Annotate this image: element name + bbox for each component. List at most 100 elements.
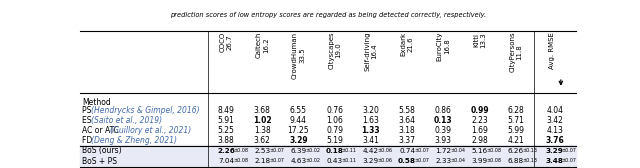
Text: ±0.07: ±0.07: [269, 158, 284, 163]
Text: 5.99: 5.99: [508, 126, 524, 135]
Text: 9.44: 9.44: [290, 116, 307, 125]
Text: 3.62: 3.62: [254, 136, 271, 145]
Text: 2.98: 2.98: [471, 136, 488, 145]
Text: 3.29: 3.29: [289, 136, 308, 145]
Text: 6.88: 6.88: [508, 158, 524, 164]
Text: 3.99: 3.99: [472, 158, 488, 164]
Text: 3.88: 3.88: [218, 136, 234, 145]
Text: ±0.08: ±0.08: [233, 158, 248, 163]
Text: 0.79: 0.79: [326, 126, 343, 135]
Text: ±0.07: ±0.07: [414, 148, 429, 153]
Text: 3.76: 3.76: [545, 136, 564, 145]
Text: (Guillory et al., 2021): (Guillory et al., 2021): [110, 126, 191, 135]
Text: 3.29: 3.29: [363, 158, 379, 164]
Text: 1.38: 1.38: [254, 126, 271, 135]
Text: 4.21: 4.21: [508, 136, 524, 145]
Text: 3.41: 3.41: [362, 136, 380, 145]
Text: ±0.07: ±0.07: [269, 148, 284, 153]
Text: 6.28: 6.28: [508, 106, 524, 115]
Text: ±0.07: ±0.07: [562, 158, 577, 163]
Text: Kitti
13.3: Kitti 13.3: [473, 32, 486, 48]
Text: 5.71: 5.71: [508, 116, 524, 125]
Text: 1.72: 1.72: [435, 148, 451, 154]
Bar: [80, 156, 576, 167]
Text: prediction scores of low entropy scores are regarded as being detected correctly: prediction scores of low entropy scores …: [170, 11, 486, 18]
Text: 3.42: 3.42: [547, 116, 563, 125]
Text: 3.93: 3.93: [435, 136, 452, 145]
Text: CrowdHuman
33.5: CrowdHuman 33.5: [292, 32, 305, 79]
Text: AC or ATC: AC or ATC: [83, 126, 122, 135]
Text: 3.68: 3.68: [254, 106, 271, 115]
Text: 0.99: 0.99: [470, 106, 489, 115]
Text: 2.18: 2.18: [254, 158, 270, 164]
Text: 5.58: 5.58: [399, 106, 415, 115]
Text: (Hendrycks & Gimpel, 2016): (Hendrycks & Gimpel, 2016): [91, 106, 199, 115]
Text: COCO
26.7: COCO 26.7: [220, 32, 232, 52]
Text: 0.43: 0.43: [326, 158, 343, 164]
Text: ±0.02: ±0.02: [305, 158, 321, 163]
Text: 4.42: 4.42: [363, 148, 379, 154]
Text: 5.25: 5.25: [218, 126, 234, 135]
Text: 1.69: 1.69: [471, 126, 488, 135]
Text: 1.02: 1.02: [253, 116, 271, 125]
Text: ±0.04: ±0.04: [451, 158, 465, 163]
Text: 8.49: 8.49: [218, 106, 234, 115]
Text: ±0.08: ±0.08: [486, 158, 502, 163]
Text: 1.06: 1.06: [326, 116, 343, 125]
Text: ±0.06: ±0.06: [378, 158, 393, 163]
Text: ±0.06: ±0.06: [378, 148, 393, 153]
Text: ±0.08: ±0.08: [486, 148, 502, 153]
Text: 3.37: 3.37: [399, 136, 415, 145]
Text: 1.33: 1.33: [362, 126, 380, 135]
Text: (Saito et al., 2019): (Saito et al., 2019): [91, 116, 162, 125]
Text: Cityscapes
19.0: Cityscapes 19.0: [328, 32, 341, 69]
Text: 1.63: 1.63: [362, 116, 380, 125]
Text: ±0.13: ±0.13: [523, 158, 538, 163]
Text: 3.18: 3.18: [399, 126, 415, 135]
Text: 2.33: 2.33: [435, 158, 451, 164]
Text: 5.91: 5.91: [218, 116, 234, 125]
Bar: [80, 145, 576, 156]
Text: FD: FD: [83, 136, 95, 145]
Text: 3.20: 3.20: [362, 106, 380, 115]
Text: ES: ES: [83, 116, 94, 125]
Text: 2.26: 2.26: [217, 148, 235, 154]
Text: 6.55: 6.55: [290, 106, 307, 115]
Text: ±0.08: ±0.08: [233, 148, 248, 153]
Text: 0.18: 0.18: [326, 148, 344, 154]
Text: 2.23: 2.23: [471, 116, 488, 125]
Text: 0.76: 0.76: [326, 106, 343, 115]
Text: 0.86: 0.86: [435, 106, 452, 115]
Text: Method: Method: [83, 98, 111, 107]
Text: ±0.02: ±0.02: [305, 148, 321, 153]
Text: 3.48: 3.48: [546, 158, 564, 164]
Text: ±0.07: ±0.07: [414, 158, 429, 163]
Text: 6.26: 6.26: [508, 148, 524, 154]
Text: Exdark
21.6: Exdark 21.6: [401, 32, 413, 56]
Text: 4.13: 4.13: [547, 126, 563, 135]
Text: 3.29: 3.29: [546, 148, 564, 154]
Text: 6.39: 6.39: [291, 148, 307, 154]
Text: ±0.07: ±0.07: [562, 148, 577, 153]
Text: Avg. RMSE: Avg. RMSE: [550, 32, 556, 69]
Text: 0.74: 0.74: [399, 148, 415, 154]
Text: 7.04: 7.04: [218, 158, 234, 164]
Text: Caltech
16.2: Caltech 16.2: [256, 32, 269, 58]
Text: 0.58: 0.58: [398, 158, 416, 164]
Text: BoS (ours): BoS (ours): [83, 146, 122, 155]
Text: 0.13: 0.13: [434, 116, 452, 125]
Text: (Deng & Zheng, 2021): (Deng & Zheng, 2021): [91, 136, 177, 145]
Text: 5.16: 5.16: [472, 148, 488, 154]
Text: ±0.11: ±0.11: [342, 158, 356, 163]
Text: 4.04: 4.04: [547, 106, 563, 115]
Text: ±0.13: ±0.13: [523, 148, 538, 153]
Text: 4.63: 4.63: [291, 158, 307, 164]
Text: EuroCity
16.8: EuroCity 16.8: [437, 32, 450, 61]
Text: Self-driving
16.4: Self-driving 16.4: [364, 32, 378, 71]
Text: BoS + PS: BoS + PS: [83, 157, 118, 166]
Text: 0.39: 0.39: [435, 126, 452, 135]
Text: ±0.04: ±0.04: [451, 148, 465, 153]
Text: PS: PS: [83, 106, 94, 115]
Text: 3.64: 3.64: [399, 116, 415, 125]
Text: 2.53: 2.53: [254, 148, 270, 154]
